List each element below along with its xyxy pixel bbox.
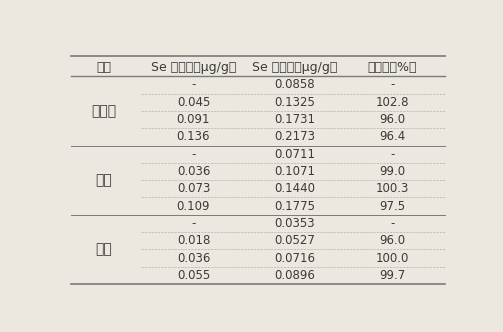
Text: -: - (390, 78, 394, 92)
Text: 0.109: 0.109 (177, 200, 210, 212)
Text: 0.091: 0.091 (177, 113, 210, 126)
Text: 0.018: 0.018 (177, 234, 210, 247)
Text: -: - (191, 78, 196, 92)
Text: 99.0: 99.0 (379, 165, 405, 178)
Text: 0.045: 0.045 (177, 96, 210, 109)
Text: 0.1775: 0.1775 (274, 200, 315, 212)
Text: 0.055: 0.055 (177, 269, 210, 282)
Text: 96.4: 96.4 (379, 130, 405, 143)
Text: 0.1731: 0.1731 (274, 113, 315, 126)
Text: 海带: 海带 (96, 173, 112, 187)
Text: 0.073: 0.073 (177, 182, 210, 195)
Text: Se 加入量（μg/g）: Se 加入量（μg/g） (151, 61, 236, 74)
Text: 100.3: 100.3 (376, 182, 409, 195)
Text: 96.0: 96.0 (379, 234, 405, 247)
Text: 97.5: 97.5 (379, 200, 405, 212)
Text: 0.1440: 0.1440 (274, 182, 315, 195)
Text: 0.0353: 0.0353 (275, 217, 315, 230)
Text: 0.036: 0.036 (177, 165, 210, 178)
Text: 99.7: 99.7 (379, 269, 405, 282)
Text: 0.2173: 0.2173 (274, 130, 315, 143)
Text: Se 检测量（μg/g）: Se 检测量（μg/g） (252, 61, 338, 74)
Text: 0.0896: 0.0896 (274, 269, 315, 282)
Text: -: - (390, 217, 394, 230)
Text: -: - (390, 148, 394, 161)
Text: 0.136: 0.136 (177, 130, 210, 143)
Text: 0.1325: 0.1325 (274, 96, 315, 109)
Text: 茶叶: 茶叶 (96, 242, 112, 256)
Text: 回收率（%）: 回收率（%） (368, 61, 417, 74)
Text: 0.0711: 0.0711 (274, 148, 315, 161)
Text: 0.0858: 0.0858 (275, 78, 315, 92)
Text: 样品: 样品 (96, 61, 111, 74)
Text: 0.1071: 0.1071 (274, 165, 315, 178)
Text: 96.0: 96.0 (379, 113, 405, 126)
Text: 102.8: 102.8 (376, 96, 409, 109)
Text: -: - (191, 148, 196, 161)
Text: 螺旋藻: 螺旋藻 (91, 104, 116, 118)
Text: -: - (191, 217, 196, 230)
Text: 0.0716: 0.0716 (274, 252, 315, 265)
Text: 0.036: 0.036 (177, 252, 210, 265)
Text: 0.0527: 0.0527 (274, 234, 315, 247)
Text: 100.0: 100.0 (376, 252, 409, 265)
